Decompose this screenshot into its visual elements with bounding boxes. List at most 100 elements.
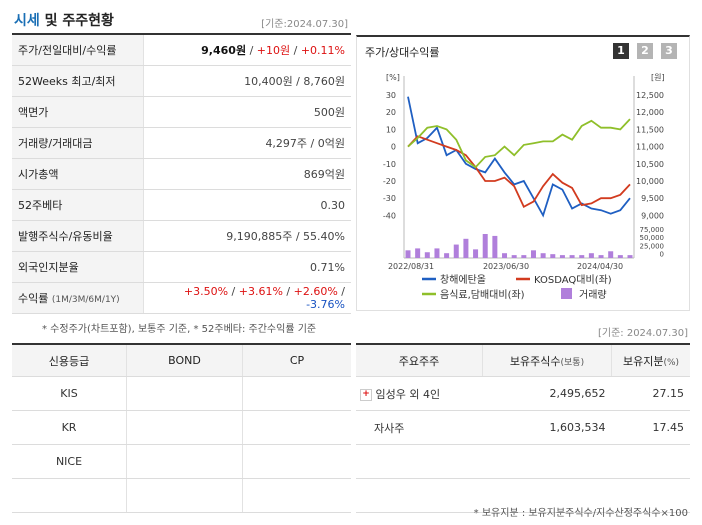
credit-agency	[12, 478, 127, 513]
separator: /	[282, 285, 294, 298]
right-tick-label: 12,500	[636, 91, 664, 100]
x-tick-label: 2024/04/30	[577, 262, 623, 271]
volume-bar	[569, 255, 575, 258]
right-tick-label: 10,000	[636, 177, 664, 186]
volume-bar	[453, 244, 459, 258]
holders-header-pct-unit: (%)	[663, 357, 680, 368]
empty-cell	[611, 444, 690, 479]
credit-bond	[126, 444, 243, 479]
credit-header-bond: BOND	[126, 343, 243, 377]
left-tick-label: -10	[383, 160, 396, 169]
current-price: 9,460원	[201, 44, 247, 57]
volume-bar	[627, 255, 633, 258]
stats-row-return: 수익률 (1M/3M/6M/1Y) +3.50% / +3.61% / +2.6…	[12, 282, 351, 314]
separator: /	[337, 285, 345, 298]
legend-label: 창해에탄올	[440, 273, 486, 286]
stats-row-beta: 52주베타 0.30	[12, 189, 351, 221]
right-axis-unit: [원]	[651, 73, 665, 82]
title-secondary: 및 주주현황	[44, 13, 114, 29]
foreign-value: 0.71%	[143, 251, 351, 283]
return-1y: -3.76%	[306, 298, 345, 311]
credit-cp	[242, 444, 351, 479]
par-label: 액면가	[12, 96, 144, 128]
credit-agency: KIS	[12, 376, 127, 411]
volume-bar	[617, 255, 623, 258]
empty-cell	[356, 444, 483, 479]
holder-name-cell: + 임성우 외 4인	[356, 376, 483, 411]
right-tick-label: 11,500	[636, 125, 664, 134]
volume-label: 거래량/거래대금	[12, 127, 144, 159]
legend-swatch	[561, 288, 572, 299]
holders-header-name: 주요주주	[356, 343, 483, 377]
volume-bar	[550, 254, 556, 258]
stats-row-volume: 거래량/거래대금 4,297주 / 0억원	[12, 127, 351, 159]
volume-bar	[444, 253, 450, 258]
table-row	[356, 444, 690, 479]
volume-tick-label: 75,000	[640, 226, 665, 234]
week52-label: 52Weeks 최고/최저	[12, 65, 144, 97]
shares-value: 9,190,885주 / 55.40%	[143, 220, 351, 252]
expand-icon[interactable]: +	[360, 388, 372, 401]
volume-bar	[511, 255, 517, 258]
return-label-text: 수익률	[18, 292, 49, 305]
holders-header-shares: 보유주식수(보통)	[482, 343, 612, 377]
chart-tab-2[interactable]: 2	[637, 43, 653, 59]
credit-cp	[242, 410, 351, 445]
left-tick-label: 30	[386, 91, 396, 100]
shares-label: 발행주식수/유동비율	[12, 220, 144, 252]
volume-tick-label: 0	[660, 251, 664, 259]
return-3m: +3.61%	[238, 285, 283, 298]
holder-pct: 27.15	[611, 376, 690, 411]
price-change: +10원	[256, 44, 291, 57]
volume-value: 4,297주 / 0억원	[143, 127, 351, 159]
price-label: 주가/전일대비/수익률	[12, 35, 144, 66]
credit-agency: NICE	[12, 444, 127, 479]
separator: /	[246, 44, 257, 57]
holder-shares: 1,603,534	[482, 410, 612, 445]
left-tick-label: -30	[383, 194, 396, 203]
holders-header-pct-text: 보유지분	[622, 354, 664, 368]
stats-row-foreign: 외국인지분율 0.71%	[12, 251, 351, 283]
stats-row-shares: 발행주식수/유동비율 9,190,885주 / 55.40%	[12, 220, 351, 252]
credit-row: KIS	[12, 376, 351, 411]
series-line-3	[407, 118, 631, 169]
credit-cp	[242, 376, 351, 411]
volume-bar	[608, 251, 614, 258]
left-tick-label: -20	[383, 177, 396, 186]
separator: /	[290, 44, 301, 57]
title-primary: 시세	[14, 13, 40, 29]
volume-bar	[473, 249, 479, 258]
legend-label: 음식료,담배대비(좌)	[440, 289, 525, 301]
legend-label: KOSDAQ대비(좌)	[534, 274, 612, 286]
stats-footnote: * 수정주가(차트포함), 보통주 기준, * 52주베타: 주간수익률 기준	[42, 324, 317, 335]
price-value: 9,460원 / +10원 / +0.11%	[143, 35, 351, 66]
credit-row: KR	[12, 410, 351, 445]
series-line-2	[407, 135, 631, 209]
mcap-value: 869억원	[143, 158, 351, 190]
chart-tab-3[interactable]: 3	[661, 43, 677, 59]
left-tick-label: -40	[383, 211, 396, 220]
return-values: +3.50% / +3.61% / +2.60% / -3.76%	[143, 282, 351, 314]
credit-bond	[126, 478, 243, 513]
par-value: 500원	[143, 96, 351, 128]
right-tick-label: 11,000	[636, 143, 664, 152]
empty-cell	[356, 478, 483, 513]
return-6m: +2.60%	[293, 285, 338, 298]
volume-bar	[521, 255, 527, 258]
volume-tick-label: 50,000	[640, 234, 665, 242]
holder-pct: 17.45	[611, 410, 690, 445]
credit-header-rating: 신용등급	[12, 343, 127, 377]
beta-label: 52주베타	[12, 189, 144, 221]
holder-name: 임성우 외 4인	[375, 387, 441, 401]
beta-value: 0.30	[143, 189, 351, 221]
mcap-label: 시가총액	[12, 158, 144, 190]
stats-row-price: 주가/전일대비/수익률 9,460원 / +10원 / +0.11%	[12, 35, 351, 66]
volume-bar	[405, 250, 411, 258]
return-label-periods: (1M/3M/6M/1Y)	[51, 295, 120, 305]
empty-cell	[611, 478, 690, 513]
x-tick-label: 2022/08/31	[388, 262, 434, 271]
empty-cell	[482, 478, 612, 513]
holders-base-date: [기준: 2024.07.30]	[597, 328, 688, 339]
stats-row-mcap: 시가총액 869억원	[12, 158, 351, 190]
chart-tab-1[interactable]: 1	[613, 43, 629, 59]
